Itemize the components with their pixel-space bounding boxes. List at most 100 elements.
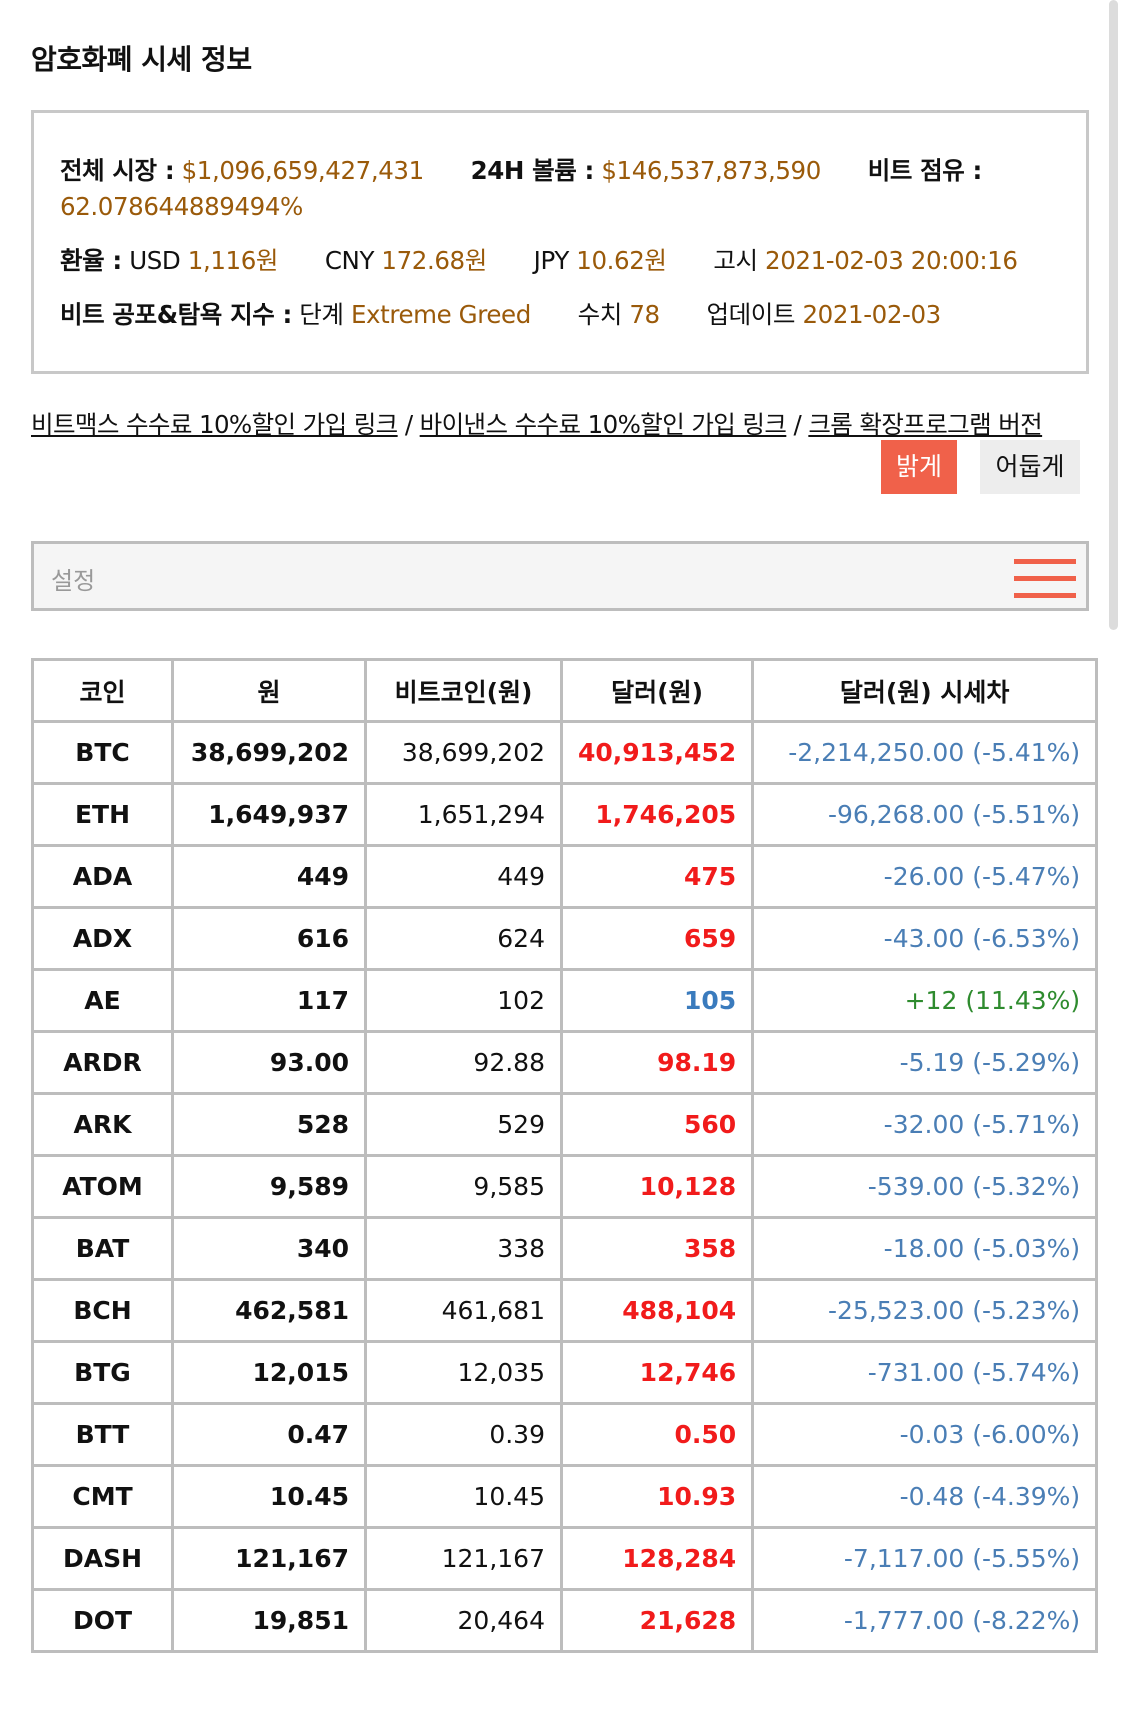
coin-cell: ADA bbox=[31, 844, 174, 909]
hamburger-menu-icon[interactable] bbox=[1014, 557, 1076, 601]
krw-price-cell: 462,581 bbox=[171, 1278, 367, 1343]
fx-label: 환율 : bbox=[60, 246, 122, 275]
table-row[interactable]: BCH 462,581 461,681 488,104 -25,523.00 (-5.2… bbox=[31, 1278, 1099, 1343]
market-line-fx: 환율 : USD 1,116원 CNY 172.68원 JPY 10.62원 고… bbox=[60, 243, 1060, 279]
coin-cell: BAT bbox=[31, 1216, 174, 1281]
table-row[interactable]: ETH 1,649,937 1,651,294 1,746,205 -96,268.00… bbox=[31, 782, 1099, 847]
usd-krw-price-cell: 475 bbox=[559, 844, 755, 909]
total-market-value: $1,096,659,427,431 bbox=[181, 156, 425, 185]
table-row[interactable]: ADX 616 624 659 -43.00 (-6.53%) bbox=[31, 906, 1099, 971]
light-theme-button[interactable]: 밝게 bbox=[881, 440, 957, 494]
btc-krw-price-cell: 38,699,202 bbox=[364, 720, 563, 785]
usd-krw-price-cell: 488,104 bbox=[559, 1278, 755, 1343]
header-usd-krw[interactable]: 달러(원) bbox=[559, 658, 755, 723]
table-row[interactable]: BAT 340 338 358 -18.00 (-5.03%) bbox=[31, 1216, 1099, 1281]
krw-price-cell: 12,015 bbox=[171, 1340, 367, 1405]
krw-price-cell: 616 bbox=[171, 906, 367, 971]
notice-value: 2021-02-03 20:00:16 bbox=[765, 246, 1018, 275]
dominance-label: 비트 점유 : bbox=[867, 156, 983, 185]
coin-cell: AE bbox=[31, 968, 174, 1033]
price-diff-cell: +12 (11.43%) bbox=[751, 968, 1099, 1033]
coin-cell: DOT bbox=[31, 1588, 174, 1653]
page-title: 암호화폐 시세 정보 bbox=[31, 43, 252, 76]
table-row[interactable]: BTG 12,015 12,035 12,746 -731.00 (-5.74%) bbox=[31, 1340, 1099, 1405]
binance-signup-link[interactable]: 바이낸스 수수료 10%할인 가입 링크 bbox=[419, 410, 787, 439]
coin-cell: ADX bbox=[31, 906, 174, 971]
table-row[interactable]: CMT 10.45 10.45 10.93 -0.48 (-4.39%) bbox=[31, 1464, 1099, 1529]
price-diff-cell: -32.00 (-5.71%) bbox=[751, 1092, 1099, 1157]
header-coin[interactable]: 코인 bbox=[31, 658, 174, 723]
usd-value: 1,116원 bbox=[187, 246, 279, 275]
btc-krw-price-cell: 338 bbox=[364, 1216, 563, 1281]
settings-bar[interactable]: 설정 bbox=[31, 541, 1089, 611]
table-row[interactable]: AE 117 102 105 +12 (11.43%) bbox=[31, 968, 1099, 1033]
usd-krw-price-cell: 21,628 bbox=[559, 1588, 755, 1653]
table-row[interactable]: ARK 528 529 560 -32.00 (-5.71%) bbox=[31, 1092, 1099, 1157]
cny-label: CNY bbox=[324, 246, 375, 275]
btc-krw-price-cell: 624 bbox=[364, 906, 563, 971]
volume-label: 24H 볼륨 : bbox=[470, 156, 595, 185]
header-btc-krw[interactable]: 비트코인(원) bbox=[364, 658, 563, 723]
page-scrollbar[interactable] bbox=[1109, 0, 1118, 630]
krw-price-cell: 19,851 bbox=[171, 1588, 367, 1653]
coin-cell: DASH bbox=[31, 1526, 174, 1591]
coin-cell: ARDR bbox=[31, 1030, 174, 1095]
btc-krw-price-cell: 102 bbox=[364, 968, 563, 1033]
coin-cell: ATOM bbox=[31, 1154, 174, 1219]
fear-greed-label: 비트 공포&탐욕 지수 : bbox=[60, 300, 292, 329]
table-row[interactable]: DOT 19,851 20,464 21,628 -1,777.00 (-8.22%) bbox=[31, 1588, 1099, 1653]
btc-krw-price-cell: 9,585 bbox=[364, 1154, 563, 1219]
btc-krw-price-cell: 449 bbox=[364, 844, 563, 909]
bitmax-signup-link[interactable]: 비트맥스 수수료 10%할인 가입 링크 bbox=[31, 410, 398, 439]
krw-price-cell: 117 bbox=[171, 968, 367, 1033]
table-row[interactable]: ARDR 93.00 92.88 98.19 -5.19 (-5.29%) bbox=[31, 1030, 1099, 1095]
table-row[interactable]: BTT 0.47 0.39 0.50 -0.03 (-6.00%) bbox=[31, 1402, 1099, 1467]
price-diff-cell: -1,777.00 (-8.22%) bbox=[751, 1588, 1099, 1653]
coin-cell: BTT bbox=[31, 1402, 174, 1467]
table-row[interactable]: DASH 121,167 121,167 128,284 -7,117.00 (-5.5… bbox=[31, 1526, 1099, 1591]
usd-krw-price-cell: 105 bbox=[559, 968, 755, 1033]
settings-label: 설정 bbox=[51, 567, 96, 595]
krw-price-cell: 9,589 bbox=[171, 1154, 367, 1219]
krw-price-cell: 340 bbox=[171, 1216, 367, 1281]
krw-price-cell: 10.45 bbox=[171, 1464, 367, 1529]
table-row[interactable]: ADA 449 449 475 -26.00 (-5.47%) bbox=[31, 844, 1099, 909]
update-label: 업데이트 bbox=[706, 300, 796, 329]
price-diff-cell: -5.19 (-5.29%) bbox=[751, 1030, 1099, 1095]
dark-theme-button[interactable]: 어둡게 bbox=[980, 440, 1080, 494]
header-usd-diff[interactable]: 달러(원) 시세차 bbox=[751, 658, 1099, 723]
price-diff-cell: -25,523.00 (-5.23%) bbox=[751, 1278, 1099, 1343]
volume-value: $146,537,873,590 bbox=[601, 156, 821, 185]
krw-price-cell: 528 bbox=[171, 1092, 367, 1157]
market-line-fear: 비트 공포&탐욕 지수 : 단계 Extreme Greed 수치 78 업데이… bbox=[60, 297, 1060, 333]
usd-krw-price-cell: 560 bbox=[559, 1092, 755, 1157]
coin-cell: ETH bbox=[31, 782, 174, 847]
update-value: 2021-02-03 bbox=[802, 300, 941, 329]
chrome-extension-link[interactable]: 크롬 확장프로그램 버전 bbox=[808, 410, 1043, 439]
price-diff-cell: -0.48 (-4.39%) bbox=[751, 1464, 1099, 1529]
usd-krw-price-cell: 98.19 bbox=[559, 1030, 755, 1095]
usd-label: USD bbox=[129, 246, 181, 275]
krw-price-cell: 93.00 bbox=[171, 1030, 367, 1095]
btc-krw-price-cell: 461,681 bbox=[364, 1278, 563, 1343]
price-diff-cell: -26.00 (-5.47%) bbox=[751, 844, 1099, 909]
header-krw[interactable]: 원 bbox=[171, 658, 367, 723]
jpy-value: 10.62원 bbox=[576, 246, 667, 275]
btc-krw-price-cell: 529 bbox=[364, 1092, 563, 1157]
coin-cell: BTG bbox=[31, 1340, 174, 1405]
table-row[interactable]: ATOM 9,589 9,585 10,128 -539.00 (-5.32%) bbox=[31, 1154, 1099, 1219]
price-diff-cell: -7,117.00 (-5.55%) bbox=[751, 1526, 1099, 1591]
dominance-value: 62.078644889494% bbox=[60, 192, 303, 221]
krw-price-cell: 121,167 bbox=[171, 1526, 367, 1591]
price-diff-cell: -43.00 (-6.53%) bbox=[751, 906, 1099, 971]
coin-cell: BTC bbox=[31, 720, 174, 785]
btc-krw-price-cell: 92.88 bbox=[364, 1030, 563, 1095]
btc-krw-price-cell: 0.39 bbox=[364, 1402, 563, 1467]
table-row[interactable]: BTC 38,699,202 38,699,202 40,913,452 -2,214,… bbox=[31, 720, 1099, 785]
market-line-1: 전체 시장 : $1,096,659,427,431 24H 볼륨 : $146… bbox=[60, 153, 1060, 225]
price-diff-cell: -18.00 (-5.03%) bbox=[751, 1216, 1099, 1281]
krw-price-cell: 449 bbox=[171, 844, 367, 909]
usd-krw-price-cell: 10.93 bbox=[559, 1464, 755, 1529]
price-diff-cell: -96,268.00 (-5.51%) bbox=[751, 782, 1099, 847]
usd-krw-price-cell: 40,913,452 bbox=[559, 720, 755, 785]
